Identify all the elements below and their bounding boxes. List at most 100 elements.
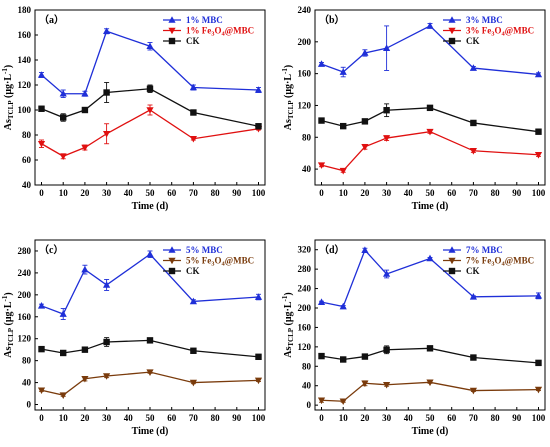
y-tick-label: 0 [307, 400, 312, 410]
x-tick-label: 20 [360, 413, 370, 423]
chart-panel-0: 0 10 20 30 40 50 60 70 80 90 100 40 60 80 100 120 140 160… [1, 5, 266, 212]
data-point [535, 359, 542, 367]
data-point [361, 144, 369, 151]
x-tick-label: 40 [404, 413, 414, 423]
data-point [38, 105, 45, 112]
data-point [340, 356, 347, 363]
data-point [339, 167, 347, 175]
legend-item: 3% MBC [443, 15, 503, 25]
x-tick-label: 40 [124, 413, 134, 423]
data-point [103, 373, 111, 380]
chart-panel-1: 0 10 20 30 40 50 60 70 80 90 100 40 80 120 160 200 240 Ti… [281, 5, 546, 212]
legend-marker [448, 27, 456, 35]
data-point [383, 107, 390, 114]
data-point [339, 398, 347, 406]
data-point [103, 281, 111, 288]
x-tick-label: 10 [59, 188, 69, 198]
data-point [426, 22, 434, 29]
legend-label: CK [466, 266, 480, 276]
x-tick-label: 0 [39, 413, 44, 423]
data-point [60, 114, 67, 121]
series-1 [37, 104, 263, 161]
x-tick-label: 90 [512, 413, 522, 423]
data-point [255, 353, 262, 361]
x-tick-label: 10 [59, 413, 69, 423]
data-point [534, 151, 543, 159]
y-tick-label: 100 [18, 105, 32, 115]
data-point [534, 386, 543, 394]
panel-label: （c） [39, 243, 63, 256]
legend-item: 3% Fe3O4@MBC [443, 26, 534, 38]
y-tick-label: 240 [18, 268, 32, 278]
panel-label: （d） [319, 243, 345, 256]
legend-label: 1% MBC [186, 15, 223, 25]
legend-item: 1% Fe3O4@MBC [163, 26, 254, 38]
y-tick-label: 120 [298, 342, 312, 352]
y-tick-label: 40 [22, 378, 32, 388]
legend-marker [448, 37, 456, 45]
legend-label: 3% MBC [466, 15, 503, 25]
y-tick-label: 240 [298, 284, 312, 294]
series-0 [317, 22, 543, 78]
legend-item: CK [163, 266, 200, 276]
x-tick-label: 0 [319, 413, 324, 423]
series-1 [37, 369, 263, 399]
y-tick-label: 60 [22, 155, 32, 165]
y-axis-title: AsTCLP (μg·L-1) [281, 65, 295, 131]
data-point [470, 354, 477, 361]
x-tick-label: 80 [211, 188, 221, 198]
data-point [318, 117, 325, 124]
x-tick-label: 100 [252, 188, 266, 198]
data-point [469, 387, 477, 395]
data-point [59, 153, 67, 161]
legend-item: 5% MBC [163, 245, 223, 255]
x-axis-title: Time (d) [132, 426, 169, 437]
y-axis-title: AsTCLP (μg·L-1) [281, 292, 295, 358]
data-point [339, 302, 347, 310]
y-tick-label: 280 [18, 246, 32, 256]
x-tick-label: 40 [124, 188, 134, 198]
x-tick-label: 40 [404, 188, 414, 198]
y-tick-label: 240 [298, 5, 312, 15]
data-point [426, 254, 434, 262]
data-point [59, 310, 67, 317]
legend-label: 7% Fe3O4@MBC [466, 256, 534, 268]
data-point [189, 135, 197, 143]
x-tick-label: 70 [189, 188, 199, 198]
data-point [361, 118, 369, 125]
legend-marker [168, 37, 176, 45]
data-point [426, 104, 434, 112]
y-tick-label: 80 [302, 132, 312, 142]
series-0 [37, 250, 263, 320]
data-point [361, 246, 369, 253]
x-tick-label: 60 [447, 188, 457, 198]
plot-frame [34, 9, 266, 186]
x-tick-label: 100 [532, 188, 546, 198]
legend-item: 1% MBC [163, 15, 223, 25]
x-tick-label: 90 [512, 188, 522, 198]
data-point [383, 270, 391, 277]
legend-label: CK [186, 266, 200, 276]
x-tick-label: 50 [146, 413, 156, 423]
series-0 [317, 246, 543, 310]
data-point [470, 119, 477, 127]
chart-panel-2: 0 10 20 30 40 50 60 70 80 90 100 0 40 80 120 160 200 240 2… [1, 239, 266, 437]
legend-item: CK [163, 36, 200, 46]
y-tick-label: 200 [298, 303, 312, 313]
data-point [426, 345, 434, 352]
data-point [37, 302, 46, 309]
x-tick-label: 30 [382, 188, 392, 198]
legend-marker [448, 246, 456, 253]
y-tick-label: 40 [302, 381, 312, 391]
y-tick-label: 80 [22, 356, 32, 366]
data-point [426, 379, 434, 387]
data-point [103, 338, 110, 346]
legend-marker [448, 267, 456, 275]
x-tick-label: 10 [339, 413, 349, 423]
data-point [190, 109, 197, 116]
y-tick-label: 120 [18, 80, 32, 90]
series-line [41, 109, 259, 157]
data-point [81, 346, 89, 353]
data-point [255, 123, 262, 130]
x-tick-label: 0 [319, 188, 324, 198]
